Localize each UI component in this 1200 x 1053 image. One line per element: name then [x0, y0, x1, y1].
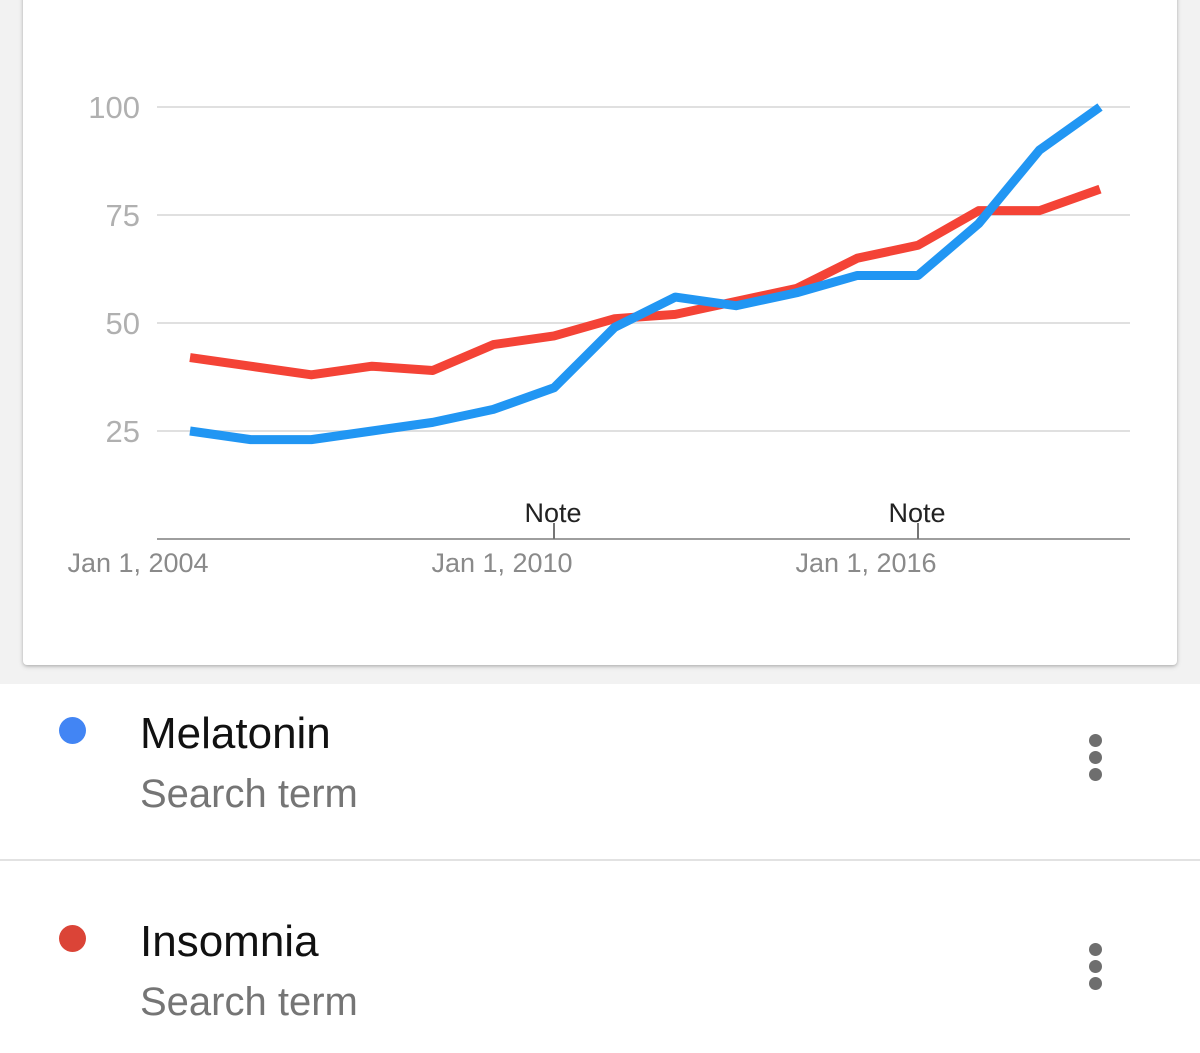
legend-item-insomnia[interactable]: Insomnia Search term	[0, 860, 1200, 1035]
dot-icon	[59, 925, 86, 952]
interest-over-time-chart: 25 50 75 100 Jan 1, 2004 Note Jan 1, 2010 Note J…	[67, 90, 1130, 578]
chart-card: 25 50 75 100 Jan 1, 2004 Note Jan 1, 2010 Note J…	[23, 0, 1177, 665]
x-tick-label: Jan 1, 2016	[795, 548, 936, 578]
legend-term-type: Search term	[140, 772, 358, 816]
dot-icon	[59, 717, 86, 744]
x-tick-label: Jan 1, 2010	[431, 548, 572, 578]
y-tick-label: 75	[106, 198, 140, 233]
note-annotation: Note	[888, 498, 945, 528]
legend-list: Melatonin Search term Insomnia Search te…	[0, 684, 1200, 1053]
y-tick-label: 25	[106, 414, 140, 449]
x-tick-label: Jan 1, 2004	[67, 548, 208, 578]
legend-term-type: Search term	[140, 980, 358, 1024]
legend-item-melatonin[interactable]: Melatonin Search term	[0, 684, 1200, 861]
series-line-melatonin	[189, 103, 1103, 445]
series-line-insomnia	[189, 184, 1102, 380]
note-annotation: Note	[524, 498, 581, 528]
legend-term-name: Insomnia	[140, 917, 319, 966]
legend-term-name: Melatonin	[140, 709, 331, 758]
more-vert-icon[interactable]	[1076, 937, 1116, 997]
y-tick-label: 50	[106, 306, 140, 341]
y-tick-label: 100	[88, 90, 140, 125]
more-vert-icon[interactable]	[1076, 728, 1116, 788]
divider	[0, 859, 1200, 861]
